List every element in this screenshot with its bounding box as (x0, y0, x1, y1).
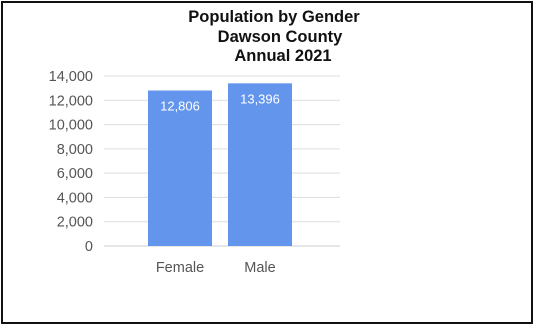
bar-male (228, 83, 292, 246)
x-category-label: Female (156, 260, 204, 276)
y-tick-label: 6,000 (57, 166, 93, 182)
data-label: 13,396 (240, 91, 280, 106)
x-category-label: Male (244, 260, 275, 276)
y-tick-label: 2,000 (57, 215, 93, 231)
y-tick-label: 4,000 (57, 190, 93, 206)
y-tick-label: 0 (85, 239, 93, 255)
chart-title-line-1: Population by Gender (188, 8, 360, 26)
data-label: 12,806 (160, 98, 200, 113)
chart-title: Population by Gender Dawson County Annua… (0, 8, 534, 67)
chart-title-line-2: Dawson County (217, 27, 343, 46)
y-tick-label: 10,000 (49, 118, 93, 134)
chart-title-line-3: Annual 2021 (234, 47, 332, 65)
bar-female (148, 90, 212, 247)
y-tick-label: 12,000 (49, 93, 93, 109)
y-tick-label: 14,000 (49, 69, 93, 85)
y-tick-label: 8,000 (57, 142, 93, 158)
